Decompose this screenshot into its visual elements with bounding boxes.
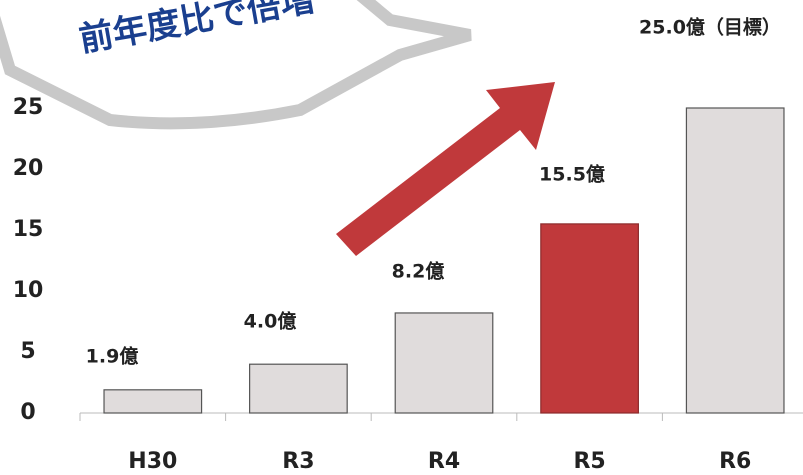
y-tick-label: 0 [20, 400, 35, 425]
bar [394, 312, 494, 414]
x-tick-label: R6 [719, 449, 751, 474]
x-tick-label: R5 [573, 449, 605, 474]
bar [540, 223, 639, 414]
x-tick-label: H30 [128, 449, 177, 474]
value-label: 15.5億 [539, 163, 605, 186]
y-tick-label: 25 [13, 95, 44, 120]
y-tick-label: 15 [13, 217, 44, 242]
value-label: 4.0億 [244, 310, 297, 333]
bubble-shape [0, 0, 472, 130]
y-tick-label: 10 [13, 278, 44, 303]
value-label: 25.0億（目標） [639, 16, 781, 39]
growth-arrow [336, 82, 555, 256]
y-tick-label: 5 [20, 339, 35, 364]
bar [103, 389, 203, 414]
x-tick-label: R4 [428, 449, 460, 474]
bar [249, 363, 348, 414]
y-tick-label: 20 [13, 156, 44, 181]
value-label: 8.2億 [392, 260, 445, 283]
bar [685, 107, 785, 414]
value-label: 1.9億 [86, 345, 139, 368]
speech-bubble: 前年度比で倍増 [0, 0, 472, 130]
x-tick-label: R3 [282, 449, 314, 474]
